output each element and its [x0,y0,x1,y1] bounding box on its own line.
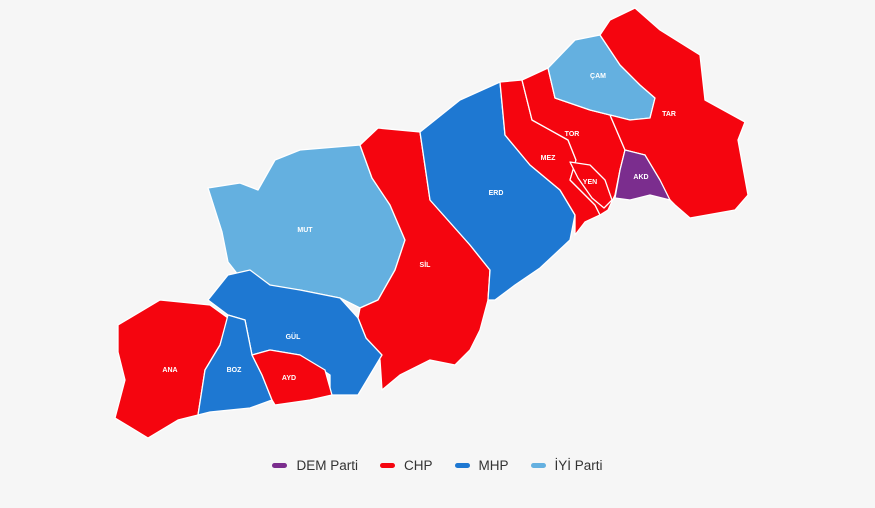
region-label-akd: AKD [633,174,648,181]
region-label-ana: ANA [162,367,177,374]
legend-swatch [379,463,395,468]
region-ayd[interactable] [251,349,333,406]
legend-swatch [454,463,470,468]
region-label-erd: ERD [489,190,504,197]
legend-swatch [530,463,546,468]
legend-label: CHP [403,458,433,473]
legend-item-mhp: MHP [454,458,509,473]
legend-item-chp: CHP [379,458,433,473]
region-boz[interactable] [197,314,273,416]
region-label-si̇l: SİL [420,261,432,269]
region-label-yen: YEN [583,179,597,186]
region-label-çam: ÇAM [590,73,606,80]
region-label-ayd: AYD [282,375,296,382]
region-label-gül: GÜL [286,332,302,341]
region-akd[interactable] [614,149,671,201]
region-label-mut: MUT [297,227,313,234]
region-label-mez: MEZ [541,155,557,162]
region-tar[interactable] [599,7,749,219]
region-label-tor: TOR [565,131,580,138]
region-yen[interactable] [569,161,613,209]
region-label-tar: TAR [662,111,676,118]
legend-label: MHP [478,458,509,473]
legend-label: DEM Parti [296,458,358,473]
region-label-boz: BOZ [227,367,243,374]
legend-label: İYİ Parti [554,458,603,473]
legend: DEM Parti CHP MHP İYİ Parti [0,458,875,473]
legend-item-dem: DEM Parti [272,458,358,473]
legend-item-iyi: İYİ Parti [530,458,603,473]
legend-swatch [272,463,288,468]
